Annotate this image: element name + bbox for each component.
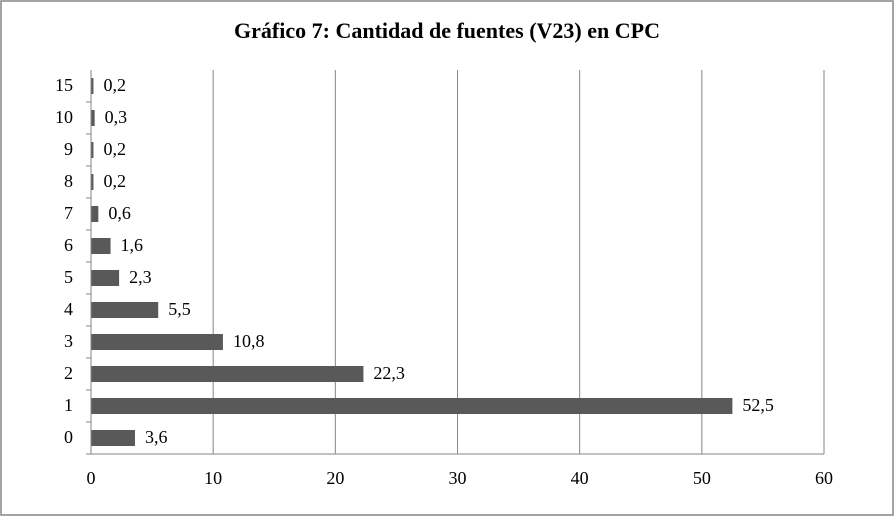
x-tick-label: 60 bbox=[815, 468, 833, 488]
y-tick-label: 2 bbox=[64, 363, 73, 383]
bar bbox=[91, 366, 364, 382]
value-label: 22,3 bbox=[373, 363, 405, 383]
y-tick-label: 3 bbox=[64, 331, 73, 351]
y-tick-label: 8 bbox=[64, 171, 73, 191]
value-label: 52,5 bbox=[742, 395, 774, 415]
bar bbox=[91, 142, 94, 158]
value-label: 0,3 bbox=[105, 107, 128, 127]
x-tick-label: 40 bbox=[571, 468, 589, 488]
chart-title: Gráfico 7: Cantidad de fuentes (V23) en … bbox=[234, 18, 660, 43]
bar bbox=[91, 302, 159, 318]
y-tick-label: 0 bbox=[64, 427, 73, 447]
x-tick-label: 30 bbox=[449, 468, 467, 488]
value-label: 1,6 bbox=[121, 235, 143, 255]
y-tick-label: 10 bbox=[55, 107, 73, 127]
y-tick-label: 9 bbox=[64, 139, 73, 159]
y-tick-label: 1 bbox=[64, 395, 73, 415]
value-label: 0,2 bbox=[103, 171, 126, 191]
y-tick-label: 4 bbox=[64, 299, 73, 319]
bar bbox=[91, 270, 120, 286]
x-tick-label: 10 bbox=[204, 468, 222, 488]
bar bbox=[91, 238, 111, 254]
bar bbox=[91, 430, 135, 446]
value-label: 0,2 bbox=[103, 75, 126, 95]
value-label: 10,8 bbox=[233, 331, 265, 351]
bar bbox=[91, 206, 99, 222]
x-tick-label: 0 bbox=[87, 468, 96, 488]
y-tick-label: 5 bbox=[64, 267, 73, 287]
y-tick-label: 7 bbox=[64, 203, 73, 223]
x-tick-label: 50 bbox=[693, 468, 711, 488]
bar bbox=[91, 78, 94, 94]
bar bbox=[91, 398, 733, 414]
y-tick-label: 6 bbox=[64, 235, 73, 255]
value-label: 5,5 bbox=[168, 299, 191, 319]
x-tick-label: 20 bbox=[326, 468, 344, 488]
y-tick-label: 15 bbox=[55, 75, 73, 95]
value-label: 0,2 bbox=[103, 139, 126, 159]
value-label: 2,3 bbox=[129, 267, 152, 287]
value-label: 3,6 bbox=[145, 427, 168, 447]
value-label: 0,6 bbox=[108, 203, 131, 223]
bar bbox=[91, 174, 94, 190]
bar bbox=[91, 334, 223, 350]
bar bbox=[91, 110, 95, 126]
